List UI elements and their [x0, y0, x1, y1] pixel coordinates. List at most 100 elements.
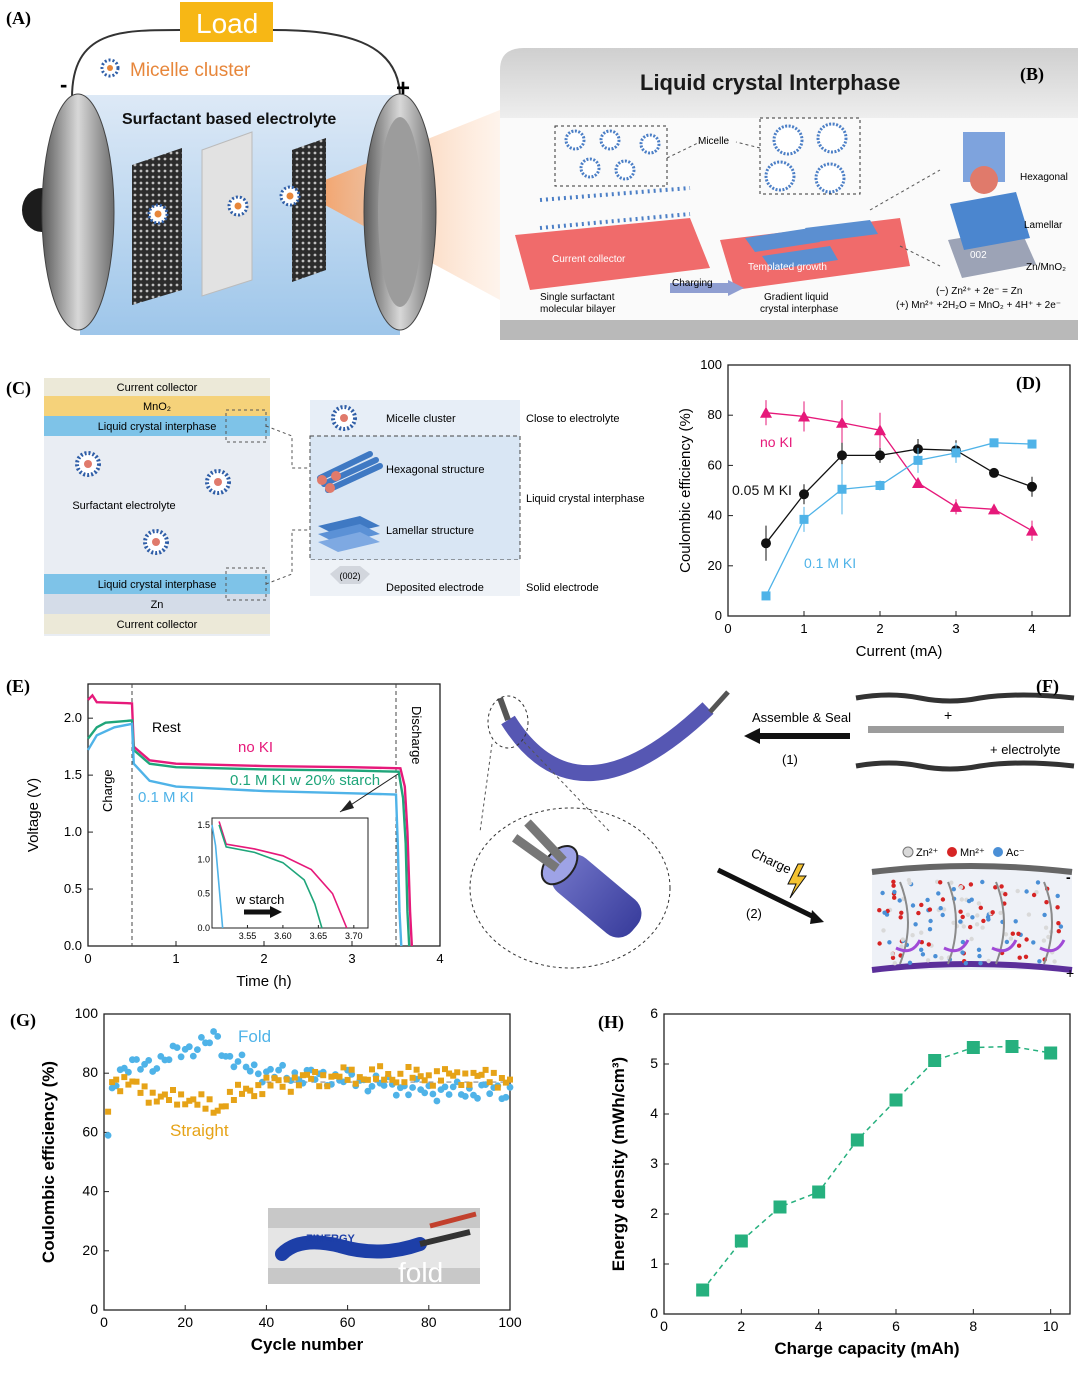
data-point: [185, 1043, 193, 1051]
data-point: [170, 1087, 176, 1093]
ion-dot: [880, 890, 885, 896]
equation-2: (+) Mn²⁺ +2H₂O = MnO₂ + 4H⁺ + 2e⁻: [896, 300, 1061, 311]
ion-dot: [976, 947, 982, 952]
data-point: [466, 1081, 473, 1088]
series-label-01: 0.1 M KI: [138, 789, 194, 806]
data-point: [417, 1073, 424, 1080]
inset-series-line: [211, 824, 224, 929]
ion-dot: [986, 958, 991, 964]
data-point: [441, 1083, 449, 1091]
x-tick-label: 6: [892, 1318, 900, 1334]
y-tick-label: 60: [708, 457, 722, 472]
ion-dot: [913, 922, 918, 927]
data-point: [405, 1064, 412, 1070]
data-point: [989, 467, 999, 478]
series-line: [86, 722, 403, 947]
series-line: [702, 1045, 1051, 1291]
data-point: [928, 1054, 942, 1067]
data-point: [912, 476, 924, 488]
ion-dot: [999, 884, 1004, 889]
data-point: [360, 1076, 367, 1083]
legend-item-label: Lamellar structure: [386, 525, 474, 537]
ion-dot: [1013, 919, 1018, 924]
step-1-label: (1): [782, 752, 798, 767]
inset-x-tick-label: 3.60: [274, 931, 292, 941]
data-point: [137, 1089, 144, 1096]
ion-label-zn: Zn²⁺: [916, 847, 939, 859]
data-point: [214, 1107, 221, 1114]
inset-y-tick-label: 0.5: [197, 889, 210, 899]
data-point: [161, 1091, 168, 1098]
ion-dot: [1056, 929, 1061, 934]
panel-f: (F) Assemble & Seal (1) + + electrolyte …: [460, 672, 1078, 992]
ion-dot: [897, 898, 902, 903]
series-line: [87, 693, 414, 947]
ion-dot: [1017, 955, 1022, 960]
y-tick-label: 1.0: [64, 824, 82, 839]
data-point: [429, 1090, 437, 1098]
micelle-icon: [639, 133, 661, 155]
bilayer-label-1: Single surfactant: [540, 292, 615, 303]
data-point: [409, 1074, 416, 1081]
x-tick-label: 80: [421, 1314, 437, 1330]
x-tick-label: 4: [436, 951, 443, 966]
plus-label: +: [944, 707, 952, 723]
panel-c: (C) Current collector MnO₂ Liquid crysta…: [0, 370, 670, 650]
data-point: [474, 1094, 481, 1102]
ion-dot: [1042, 912, 1047, 918]
data-point: [214, 1033, 222, 1040]
ion-dot: [958, 919, 963, 924]
data-point: [799, 489, 809, 500]
data-point: [392, 1091, 400, 1099]
data-point: [1005, 1040, 1019, 1053]
ion-dot: [907, 960, 913, 965]
x-tick-label: 10: [1043, 1318, 1059, 1334]
ion-dot: [939, 955, 944, 961]
plus-terminal: +: [1066, 965, 1074, 981]
data-point: [494, 1084, 501, 1091]
zn-ion-icon: [902, 846, 914, 858]
data-point: [275, 1066, 282, 1074]
data-point: [271, 1075, 278, 1082]
data-point: [104, 1132, 112, 1139]
ion-dot: [1058, 924, 1064, 929]
data-point: [165, 1056, 173, 1064]
ion-dot: [968, 882, 974, 887]
data-point: [194, 1046, 201, 1053]
data-point: [153, 1065, 161, 1072]
legend-item-label: Micelle cluster: [386, 413, 456, 425]
rest-label: Rest: [152, 719, 181, 735]
ion-flow-arrow: [991, 939, 1018, 953]
data-point: [332, 1073, 339, 1079]
data-point: [291, 1074, 298, 1081]
arrow-icon: [340, 800, 354, 812]
micelle-icon: [814, 162, 846, 194]
data-point: [336, 1073, 343, 1080]
data-point: [462, 1070, 469, 1077]
data-point: [178, 1091, 185, 1098]
data-point: [279, 1083, 286, 1090]
data-point: [129, 1078, 136, 1085]
data-point: [267, 1065, 274, 1073]
data-point: [279, 1061, 286, 1069]
ion-dot: [925, 958, 931, 963]
data-point: [433, 1097, 441, 1105]
layer-label: Current collector: [117, 619, 198, 631]
data-point: [174, 1101, 181, 1108]
ion-dot: [892, 895, 897, 900]
gradient-label-2: crystal interphase: [760, 304, 839, 315]
ion-flow-arrow: [895, 939, 922, 953]
ion-dot: [1023, 954, 1029, 959]
data-point: [799, 514, 809, 524]
data-point: [837, 484, 847, 494]
data-point: [450, 1072, 457, 1079]
legend-region-label: Close to electrolyte: [526, 413, 620, 425]
data-point: [449, 1083, 457, 1091]
data-point: [157, 1093, 164, 1100]
data-point: [304, 1071, 310, 1078]
data-point: [255, 1082, 262, 1089]
y-tick-label: 4: [650, 1105, 658, 1121]
data-point: [206, 1096, 213, 1103]
y-tick-label: 1: [650, 1255, 658, 1271]
data-point: [153, 1098, 160, 1105]
